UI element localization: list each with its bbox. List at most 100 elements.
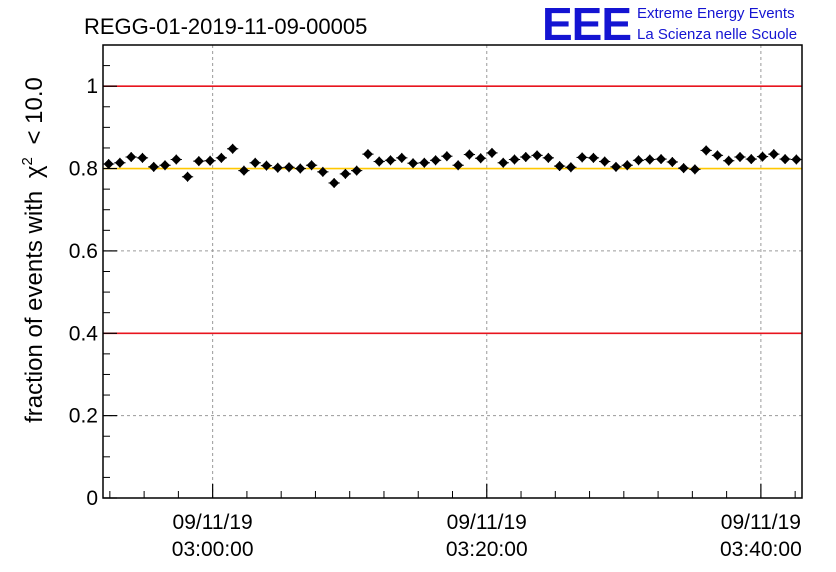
data-point [520, 152, 532, 163]
data-point [317, 166, 329, 177]
data-points [103, 143, 802, 188]
data-point [227, 143, 239, 154]
data-marker [565, 162, 576, 173]
eee-logo-line1: Extreme Energy Events [637, 5, 795, 22]
y-axis-title-exponent: 2 [19, 157, 36, 165]
data-marker [532, 150, 543, 161]
data-marker [678, 163, 689, 174]
data-marker [148, 161, 159, 172]
data-point [114, 157, 126, 168]
data-point [294, 163, 306, 174]
data-point [508, 154, 521, 165]
data-marker [520, 152, 531, 163]
data-point [723, 155, 735, 166]
data-point [373, 156, 385, 167]
data-point [249, 157, 261, 168]
grid [103, 45, 802, 498]
data-point [779, 154, 791, 165]
data-marker [712, 150, 723, 161]
chart-title: REGG-01-2019-11-09-00005 [84, 14, 367, 39]
data-marker [791, 154, 802, 165]
y-tick-label: 0 [86, 487, 98, 510]
data-point [531, 150, 543, 161]
data-point [452, 160, 464, 171]
data-marker [306, 160, 317, 171]
data-marker [272, 162, 283, 173]
data-marker [340, 168, 351, 179]
data-marker [610, 161, 621, 172]
data-point [204, 155, 216, 166]
x-tick-date: 09/11/19 [721, 511, 801, 534]
data-marker [543, 152, 554, 163]
data-marker [644, 154, 655, 165]
data-point [396, 152, 408, 163]
data-point [103, 159, 115, 170]
data-marker [193, 156, 204, 167]
eee-logo-mark: EEE [542, 0, 631, 50]
data-point [756, 151, 769, 162]
data-point [159, 160, 171, 171]
data-marker [768, 149, 779, 160]
data-point [644, 154, 656, 165]
data-point [181, 171, 194, 182]
data-marker [441, 151, 452, 162]
data-marker [723, 155, 734, 166]
data-point [384, 155, 397, 166]
data-marker [408, 158, 419, 169]
data-point [260, 160, 273, 171]
eee-logo: EEE Extreme Energy Events La Scienza nel… [542, 0, 797, 50]
data-point [621, 160, 633, 171]
data-marker [734, 152, 745, 163]
data-point [790, 154, 802, 165]
y-tick-label: 0.8 [69, 158, 98, 181]
data-point [148, 161, 160, 172]
data-marker [284, 162, 295, 173]
data-marker [126, 152, 137, 163]
data-marker [588, 152, 599, 163]
data-marker [498, 157, 509, 168]
data-marker [137, 152, 148, 163]
data-point [441, 151, 453, 162]
data-marker [114, 157, 125, 168]
data-point [351, 165, 363, 176]
data-point [542, 152, 554, 163]
x-tick-date: 09/11/19 [447, 511, 527, 534]
data-point [576, 152, 588, 163]
data-marker [622, 160, 633, 171]
data-marker [689, 164, 700, 175]
data-point [429, 155, 442, 166]
data-marker [216, 152, 227, 163]
data-marker [780, 154, 791, 165]
data-point [497, 157, 509, 168]
data-marker [599, 156, 610, 167]
data-point [238, 165, 250, 176]
data-point [475, 153, 487, 164]
data-marker [509, 154, 520, 165]
data-marker [205, 155, 216, 166]
data-point [418, 157, 430, 168]
data-marker [295, 163, 306, 174]
data-point [553, 161, 566, 172]
y-axis-title-text: fraction of events with [21, 191, 48, 423]
data-point [170, 154, 182, 165]
data-point [486, 147, 498, 158]
data-marker [261, 160, 272, 171]
data-point [610, 161, 622, 172]
x-tick-date: 09/11/19 [173, 511, 253, 534]
x-tick-time: 03:20:00 [446, 538, 528, 561]
data-marker [160, 160, 171, 171]
data-point [734, 152, 746, 163]
data-marker [746, 154, 757, 165]
axis-ticks: 0 0.2 0.4 0.6 0.8 1 09/11/19 03:00:00 09/11/19 03… [69, 65, 802, 561]
data-point [565, 162, 577, 173]
data-marker [317, 166, 328, 177]
data-marker [103, 159, 114, 170]
data-point [215, 152, 228, 163]
y-axis-title-symbol: χ [21, 165, 48, 178]
y-tick-label: 0.2 [69, 405, 98, 428]
data-point [328, 177, 340, 188]
data-point [632, 155, 645, 166]
data-point [407, 158, 419, 169]
data-point [700, 145, 712, 156]
